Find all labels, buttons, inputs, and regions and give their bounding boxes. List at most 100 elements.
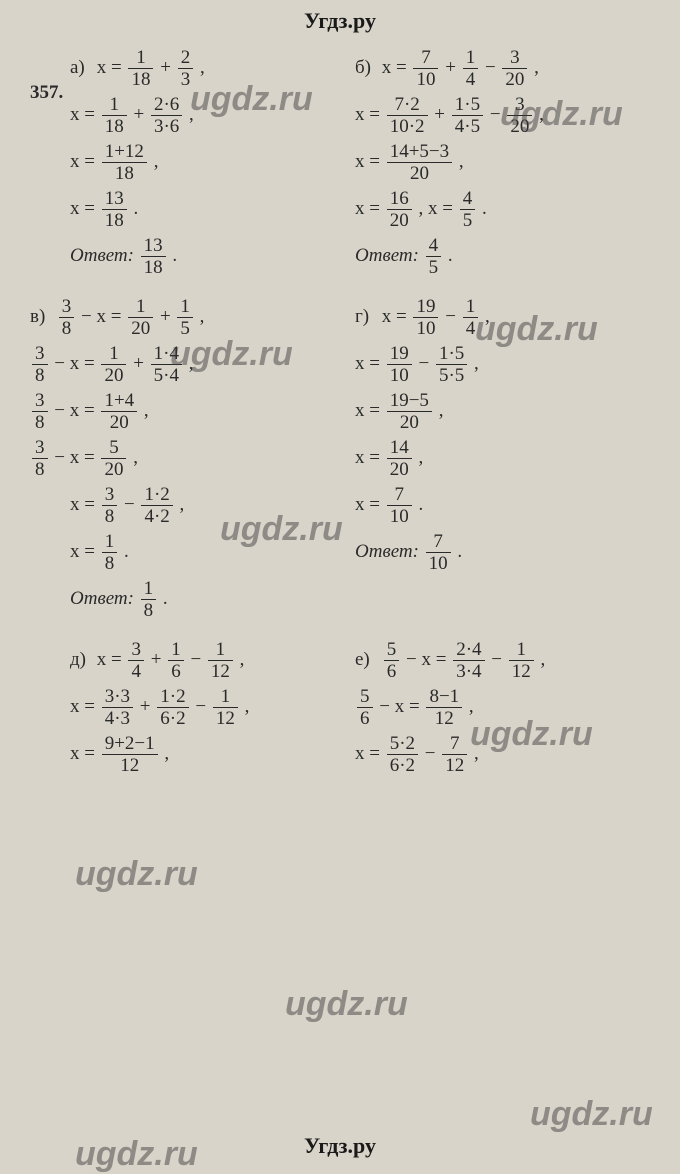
num: 1 xyxy=(128,48,153,69)
text: x = xyxy=(70,541,100,562)
num: 1 xyxy=(128,297,153,318)
op: − xyxy=(490,104,505,125)
eq-line: в) 38 − x = 120 + 15 , xyxy=(30,297,325,338)
den: 18 xyxy=(102,116,127,136)
part-label: а) xyxy=(70,57,92,79)
den: 20 xyxy=(387,163,452,183)
text: − x = xyxy=(54,400,99,421)
num: 1 xyxy=(463,297,479,318)
den: 4 xyxy=(463,69,479,89)
col-a: а) x = 118 + 23 , x = 118 + 2·63·6 , x =… xyxy=(30,42,325,283)
num: 3 xyxy=(32,438,48,459)
den: 6·2 xyxy=(387,755,418,775)
den: 8 xyxy=(102,506,118,526)
den: 5 xyxy=(426,257,442,277)
fraction: 14 xyxy=(463,297,479,338)
op: + xyxy=(445,57,460,78)
op: + xyxy=(434,104,449,125)
num: 3 xyxy=(102,485,118,506)
fraction: 18 xyxy=(102,532,118,573)
fraction: 1+1218 xyxy=(102,142,147,183)
num: 1 xyxy=(168,640,184,661)
num: 7·2 xyxy=(387,95,428,116)
fraction: 112 xyxy=(208,640,233,681)
op: − xyxy=(445,306,460,327)
den: 8 xyxy=(141,600,157,620)
den: 10 xyxy=(413,318,438,338)
num: 19−5 xyxy=(387,391,432,412)
fraction: 1·55·5 xyxy=(436,344,467,385)
tail: . xyxy=(448,245,453,266)
fraction: 1·54·5 xyxy=(452,95,483,136)
num: 1+12 xyxy=(102,142,147,163)
den: 12 xyxy=(213,708,238,728)
fraction: 1·45·4 xyxy=(151,344,182,385)
tail: , xyxy=(439,400,444,421)
site-footer: Угдз.ру xyxy=(0,1125,680,1167)
part-label: г) xyxy=(355,306,377,328)
text: , x = xyxy=(418,198,457,219)
den: 18 xyxy=(102,210,127,230)
num: 3·3 xyxy=(102,687,133,708)
num: 1 xyxy=(141,579,157,600)
fraction: 2·43·4 xyxy=(453,640,484,681)
tail: , xyxy=(189,353,194,374)
op: − xyxy=(190,649,205,670)
text: − x = xyxy=(406,649,451,670)
num: 1 xyxy=(177,297,193,318)
eq-line: x = 14+5−320 , xyxy=(355,142,650,183)
den: 8 xyxy=(102,553,118,573)
op: − xyxy=(491,649,506,670)
tail: , xyxy=(245,696,250,717)
tail: . xyxy=(482,198,487,219)
tail: , xyxy=(164,743,169,764)
tail: , xyxy=(540,649,545,670)
den: 10 xyxy=(426,553,451,573)
fraction: 1910 xyxy=(413,297,438,338)
fraction: 710 xyxy=(413,48,438,89)
num: 1·4 xyxy=(151,344,182,365)
fraction: 34 xyxy=(128,640,144,681)
problem-number: 357. xyxy=(30,82,63,104)
num: 3 xyxy=(59,297,75,318)
num: 8−1 xyxy=(426,687,462,708)
tail: . xyxy=(418,494,423,515)
section-1: а) x = 118 + 23 , x = 118 + 2·63·6 , x =… xyxy=(30,42,650,283)
eq-line: д) x = 34 + 16 − 112 , xyxy=(30,640,325,681)
op: + xyxy=(133,353,148,374)
part-label: д) xyxy=(70,649,92,671)
den: 12 xyxy=(426,708,462,728)
text: x = xyxy=(355,104,385,125)
fraction: 38 xyxy=(32,391,48,432)
den: 3·4 xyxy=(453,661,484,681)
tail: . xyxy=(133,198,138,219)
den: 5 xyxy=(460,210,476,230)
answer-line: Ответ: 1318 . xyxy=(30,236,325,277)
den: 4·3 xyxy=(102,708,133,728)
fraction: 1318 xyxy=(102,189,127,230)
fraction: 712 xyxy=(442,734,467,775)
tail: , xyxy=(180,494,185,515)
op: − xyxy=(195,696,210,717)
num: 14+5−3 xyxy=(387,142,452,163)
text: x = xyxy=(70,104,100,125)
text: x = xyxy=(355,447,385,468)
eq-line: x = 18 . xyxy=(30,532,325,573)
num: 1 xyxy=(208,640,233,661)
num: 5·2 xyxy=(387,734,418,755)
tail: , xyxy=(154,151,159,172)
den: 12 xyxy=(102,755,158,775)
num: 7 xyxy=(442,734,467,755)
eq-line: x = 1420 , xyxy=(355,438,650,479)
num: 19 xyxy=(413,297,438,318)
fraction: 1·26·2 xyxy=(157,687,188,728)
num: 4 xyxy=(460,189,476,210)
num: 1 xyxy=(101,344,126,365)
den: 8 xyxy=(32,412,48,432)
eq-line: е) 56 − x = 2·43·4 − 112 , xyxy=(355,640,650,681)
text: x = xyxy=(97,57,127,78)
den: 18 xyxy=(141,257,166,277)
num: 1 xyxy=(213,687,238,708)
num: 3 xyxy=(32,344,48,365)
text: x = xyxy=(355,198,385,219)
